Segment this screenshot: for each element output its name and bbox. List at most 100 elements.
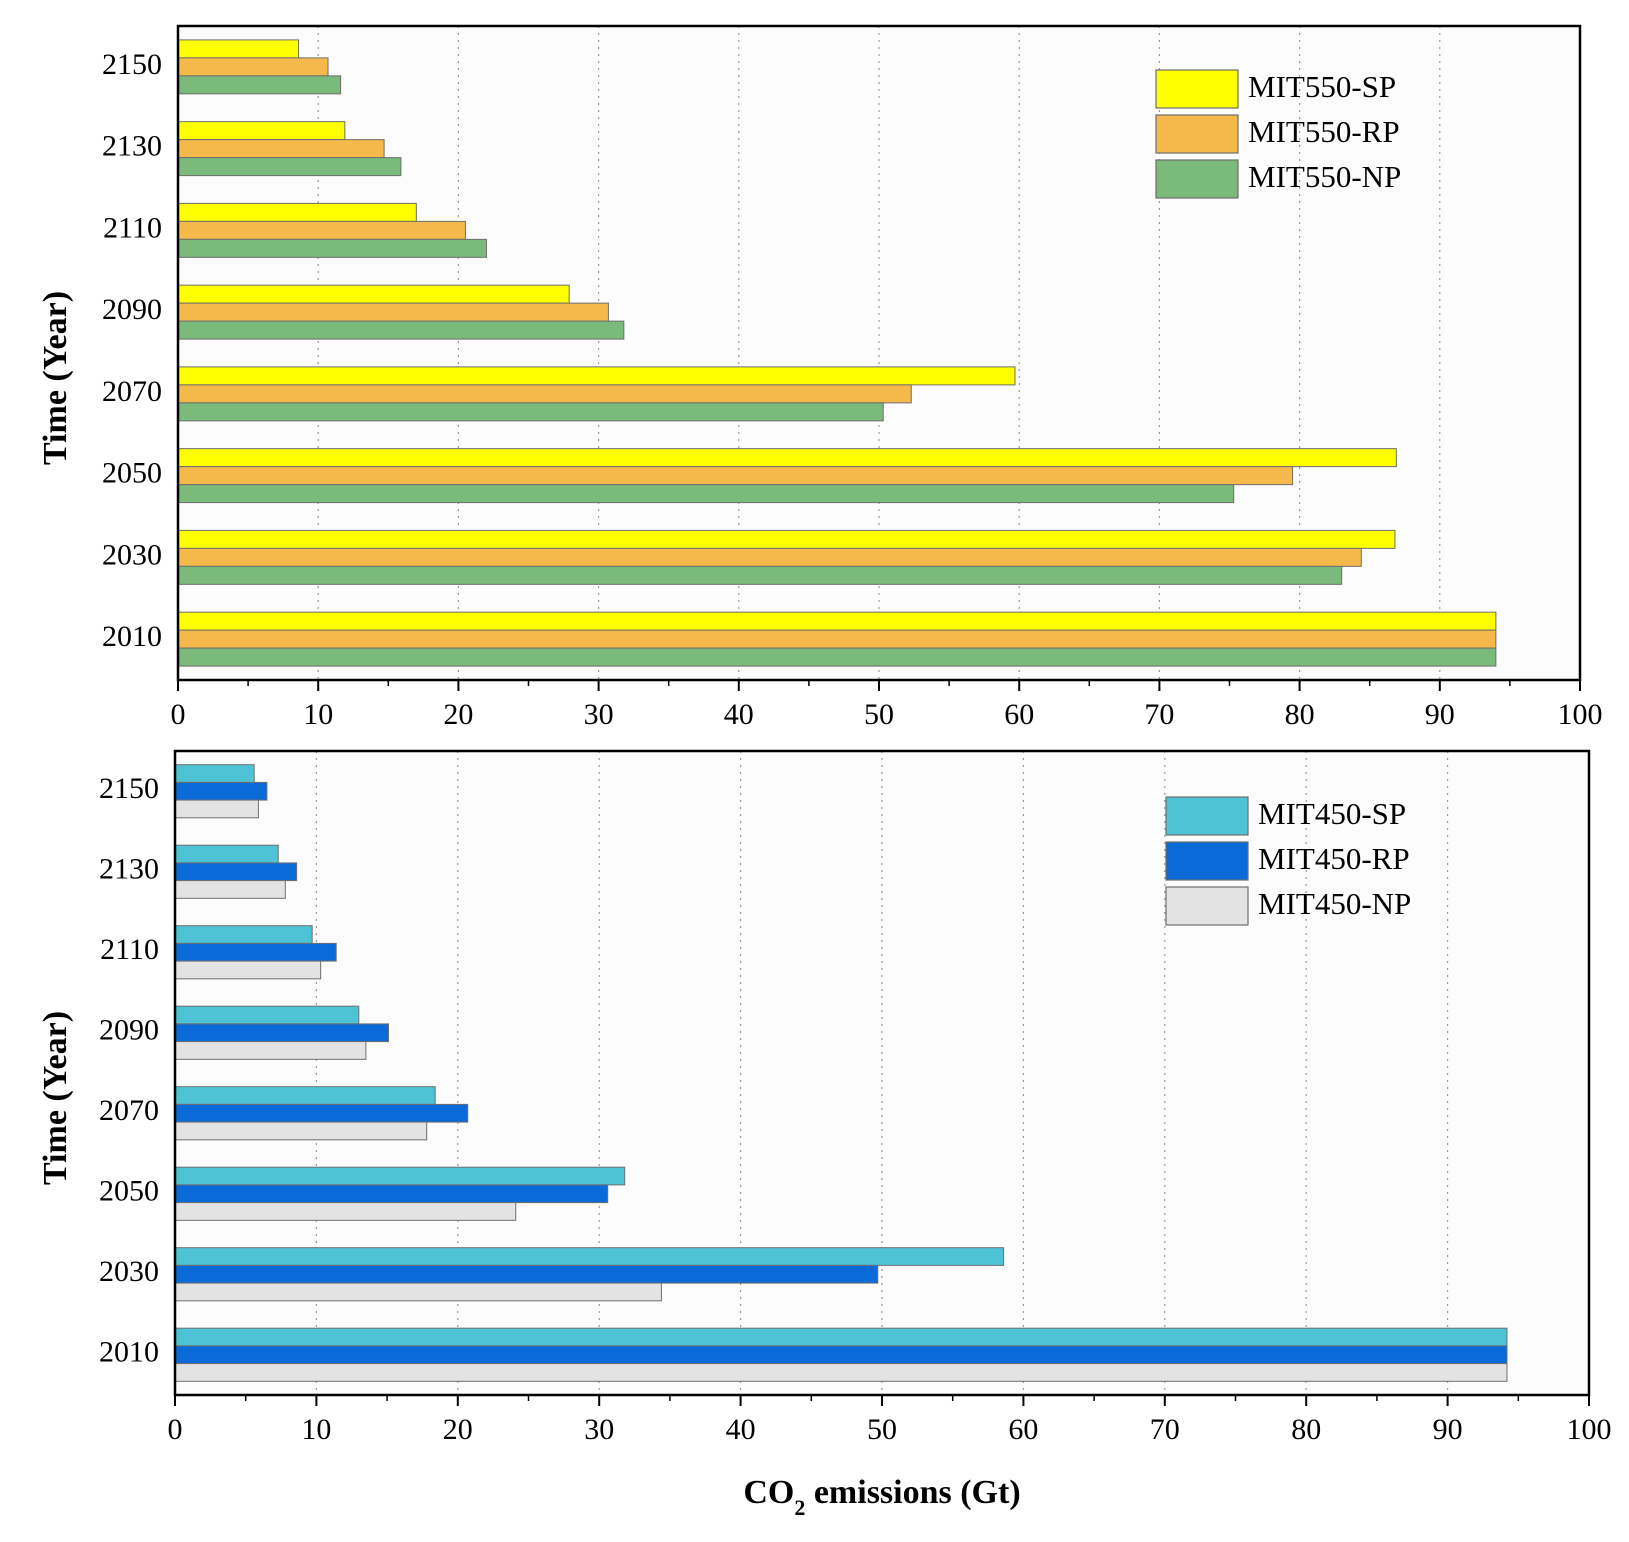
top-legend-swatch (1155, 159, 1239, 199)
bottom-x-tick-labels: 0 10 20 30 40 50 60 70 80 90 100 (168, 1413, 1612, 1446)
top-x-tick-label: 0 (171, 698, 186, 731)
top-x-tick-label: 50 (864, 698, 894, 731)
bottom-bars (174, 764, 1508, 1382)
top-y-tick-label: 2110 (103, 211, 162, 244)
bottom-x-tick-label: 10 (301, 1413, 331, 1446)
bottom-bar-MIT450-RP-2150 (174, 781, 268, 801)
top-bar-MIT550-SP-2030 (177, 529, 1396, 549)
bottom-y-tick-label: 2050 (99, 1175, 159, 1208)
top-y-tick-label: 2050 (102, 457, 162, 490)
bottom-y-tick-label: 2090 (99, 1014, 159, 1047)
bottom-y-tick-label: 2130 (99, 853, 159, 886)
bottom-bar-MIT450-SP-2110 (174, 925, 313, 944)
top-y-tick-label: 2090 (102, 293, 162, 326)
top-x-tick-labels: 0 10 20 30 40 50 60 70 80 90 100 (171, 698, 1603, 731)
top-x-tick-label: 90 (1425, 698, 1455, 731)
bottom-bar-MIT450-RP-2130 (174, 862, 298, 882)
bottom-legend: MIT450-SP MIT450-RP MIT450-NP (1165, 796, 1411, 926)
top-bar-MIT550-RP-2110 (177, 220, 466, 240)
top-x-tick-label: 40 (724, 698, 754, 731)
top-y-axis-title: Time (Year) (37, 291, 74, 465)
top-bar-MIT550-NP-2150 (177, 75, 342, 95)
x-axis-title-main: CO (743, 1474, 794, 1511)
bottom-bar-MIT450-RP-2110 (174, 942, 337, 962)
bottom-y-tick-label: 2030 (99, 1255, 159, 1288)
bottom-bar-MIT450-RP-2070 (174, 1103, 469, 1123)
bottom-x-tick-label: 50 (867, 1413, 897, 1446)
bottom-bar-MIT450-RP-2090 (174, 1023, 390, 1043)
top-bar-MIT550-RP-2130 (177, 139, 385, 159)
top-x-tick-label: 60 (1004, 698, 1034, 731)
top-bar-MIT550-RP-2070 (177, 384, 912, 404)
bottom-y-tick-label: 2110 (100, 933, 159, 966)
top-y-tick-label: 2030 (102, 538, 162, 571)
bottom-bar-MIT450-NP-2130 (174, 880, 286, 899)
top-y-tick-labels: 2010 2030 2050 2070 2090 2110 2130 2150 (102, 48, 162, 653)
top-y-tick-label: 2150 (102, 48, 162, 81)
bottom-y-tick-label: 2010 (99, 1336, 159, 1369)
top-x-tick-label: 10 (303, 698, 333, 731)
top-bar-MIT550-SP-2110 (177, 202, 417, 222)
top-x-tick-label: 70 (1144, 698, 1174, 731)
bottom-x-tick-label: 80 (1291, 1413, 1321, 1446)
bottom-legend-swatch (1165, 796, 1249, 836)
bottom-bar-MIT450-SP-2050 (174, 1166, 626, 1186)
bottom-bar-MIT450-NP-2010 (174, 1363, 1508, 1382)
bottom-legend-label: MIT450-NP (1258, 886, 1411, 921)
bottom-bar-MIT450-SP-2150 (174, 764, 255, 783)
x-axis-title-subscript: 2 (794, 1495, 805, 1520)
bottom-bar-MIT450-NP-2110 (174, 960, 322, 980)
top-legend-label: MIT550-SP (1248, 69, 1396, 104)
bottom-bar-MIT450-SP-2090 (174, 1005, 360, 1025)
top-legend-label: MIT550-NP (1248, 159, 1401, 194)
bottom-legend-label: MIT450-RP (1258, 841, 1410, 876)
bottom-x-tick-label: 90 (1433, 1413, 1463, 1446)
bottom-bar-MIT450-RP-2030 (174, 1264, 879, 1284)
top-legend: MIT550-SP MIT550-RP MIT550-NP (1155, 69, 1401, 199)
top-x-tick-label: 30 (584, 698, 614, 731)
top-x-tick-label: 100 (1558, 698, 1603, 731)
bottom-bar-MIT450-NP-2090 (174, 1041, 367, 1060)
bottom-bar-MIT450-NP-2150 (174, 799, 259, 819)
bottom-y-axis-title: Time (Year) (37, 1011, 74, 1185)
bottom-legend-swatch (1165, 841, 1249, 881)
bottom-bar-MIT450-SP-2030 (174, 1247, 1005, 1266)
top-bar-MIT550-SP-2070 (177, 366, 1016, 386)
bottom-legend-label: MIT450-SP (1258, 796, 1406, 831)
bottom-bar-MIT450-RP-2050 (174, 1184, 609, 1204)
top-y-tick-label: 2130 (102, 130, 162, 163)
top-legend-swatch (1155, 114, 1239, 154)
bottom-y-tick-labels: 2010 2030 2050 2070 2090 2110 2130 2150 (99, 772, 159, 1369)
top-x-tick-label: 80 (1285, 698, 1315, 731)
bottom-bar-MIT450-NP-2070 (174, 1121, 428, 1141)
bottom-x-tick-label: 20 (443, 1413, 473, 1446)
bottom-x-tick-label: 60 (1008, 1413, 1038, 1446)
top-bar-MIT550-SP-2050 (177, 448, 1397, 468)
top-legend-swatch (1155, 69, 1239, 109)
bottom-bar-MIT450-SP-2130 (174, 844, 279, 864)
top-bar-MIT550-RP-2010 (177, 629, 1497, 649)
top-x-tick-label: 20 (443, 698, 473, 731)
top-legend-label: MIT550-RP (1248, 114, 1400, 149)
top-bar-MIT550-NP-2070 (177, 402, 884, 422)
top-bar-MIT550-SP-2130 (177, 121, 346, 141)
bottom-legend-swatch (1165, 886, 1249, 926)
bottom-x-tick-label: 30 (584, 1413, 614, 1446)
x-axis-title: CO2 emissions (Gt) (743, 1474, 1020, 1520)
top-bar-MIT550-NP-2130 (177, 157, 402, 177)
top-chart: 0 10 20 30 40 50 60 70 80 90 100 20102030205020702… (37, 24, 1603, 731)
top-y-tick-label: 2010 (102, 620, 162, 653)
bottom-y-tick-label: 2070 (99, 1094, 159, 1127)
bottom-bar-MIT450-RP-2010 (174, 1345, 1508, 1365)
bottom-x-ticks (174, 1395, 1590, 1406)
bottom-x-tick-label: 100 (1567, 1413, 1612, 1446)
bottom-x-tick-label: 0 (168, 1413, 183, 1446)
top-bar-MIT550-NP-2010 (177, 647, 1497, 667)
top-bar-MIT550-NP-2090 (177, 320, 625, 340)
top-bar-MIT550-NP-2110 (177, 238, 487, 258)
top-bar-MIT550-NP-2050 (177, 484, 1235, 504)
top-bar-MIT550-RP-2050 (177, 466, 1294, 486)
bottom-x-tick-label: 70 (1150, 1413, 1180, 1446)
top-y-tick-label: 2070 (102, 375, 162, 408)
bottom-chart: 0 10 20 30 40 50 60 70 80 90 100 20102030205020702… (37, 749, 1612, 1446)
